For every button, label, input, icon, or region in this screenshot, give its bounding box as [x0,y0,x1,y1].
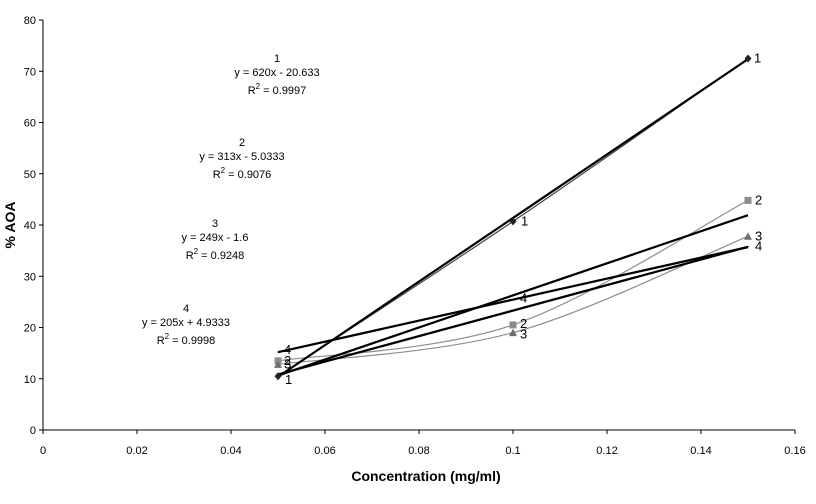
equation-series-4: 4 y = 205x + 4.9333 R2 = 0.9998 [142,303,230,347]
y-tick-label: 80 [24,15,36,27]
equation-label: 1 [274,53,280,65]
x-tick-label: 0.14 [690,445,711,457]
y-tick-label: 40 [24,220,36,232]
trendline-equations: 1 y = 620x - 20.633 R2 = 0.9997 2 y = 313x -… [142,53,320,347]
x-tick-label: 0.08 [408,445,429,457]
equation-r-squared: R2 = 0.9997 [248,82,307,97]
trendline-series-2 [277,214,749,377]
data-markers [274,54,752,381]
point-label-series-4: 4 [284,342,291,357]
axes [42,20,795,431]
data-point-series-1 [509,217,517,226]
x-tick-label: 0.02 [126,445,147,457]
data-point-series-1 [274,372,282,381]
x-tick-label: 0.16 [784,445,805,457]
point-label-series-3: 3 [520,327,527,342]
equation-series-2: 2 y = 313x - 5.0333 R2 = 0.9076 [199,137,284,181]
equation-formula: y = 313x - 5.0333 [199,151,284,163]
data-point-series-2 [509,321,517,329]
equation-series-1: 1 y = 620x - 20.633 R2 = 0.9997 [234,53,319,97]
equation-r-squared: R2 = 0.9248 [186,247,245,262]
point-label-series-2: 2 [520,316,527,331]
y-tick-label: 70 [24,66,36,78]
x-axis-title: Concentration (mg/ml) [351,468,500,484]
data-point-series-2 [744,196,752,204]
trendline-series-3 [277,245,749,376]
point-label-series-4: 4 [520,290,527,305]
point-label-series-1: 1 [521,213,528,228]
point-label-series-2: 2 [284,353,291,368]
x-tick-label: 0.04 [220,445,241,457]
equation-label: 2 [239,137,245,149]
y-tick-label: 50 [24,169,36,181]
equation-label: 3 [212,218,218,230]
point-label-series-1: 1 [285,372,292,387]
data-point-series-4 [747,246,749,248]
equation-series-3: 3 y = 249x - 1.6 R2 = 0.9248 [182,218,249,262]
data-point-series-4 [277,351,279,353]
equation-label: 4 [183,303,189,315]
data-point-series-1 [744,54,752,63]
y-tick-label: 0 [30,425,36,437]
x-axis-ticks: 0 0.02 0.04 0.06 0.08 0.1 0.12 0.14 0.16 [40,430,806,457]
y-axis-title: % AOA [2,202,18,249]
data-point-series-4 [512,298,514,300]
point-label-series-1: 1 [754,50,761,65]
point-label-series-3: 3 [284,356,291,371]
y-tick-label: 30 [24,271,36,283]
equation-r-squared: R2 = 0.9998 [157,332,216,347]
y-axis-ticks: 0 10 20 30 40 50 60 70 80 [24,15,43,437]
x-tick-label: 0 [40,445,46,457]
data-point-series-3 [274,360,282,368]
x-tick-label: 0.06 [314,445,335,457]
equation-formula: y = 205x + 4.9333 [142,317,230,329]
equation-formula: y = 620x - 20.633 [234,67,319,79]
data-point-series-3 [509,328,517,337]
point-label-series-3: 3 [755,228,762,243]
x-tick-label: 0.1 [505,445,520,457]
equation-formula: y = 249x - 1.6 [182,232,249,244]
y-tick-label: 20 [24,323,36,335]
point-label-series-2: 2 [755,192,762,207]
y-tick-label: 10 [24,374,36,386]
x-tick-label: 0.12 [596,445,617,457]
data-point-series-3 [744,232,752,240]
point-label-series-4: 4 [755,239,762,254]
y-tick-label: 60 [24,118,36,130]
equation-r-squared: R2 = 0.9076 [213,166,272,181]
